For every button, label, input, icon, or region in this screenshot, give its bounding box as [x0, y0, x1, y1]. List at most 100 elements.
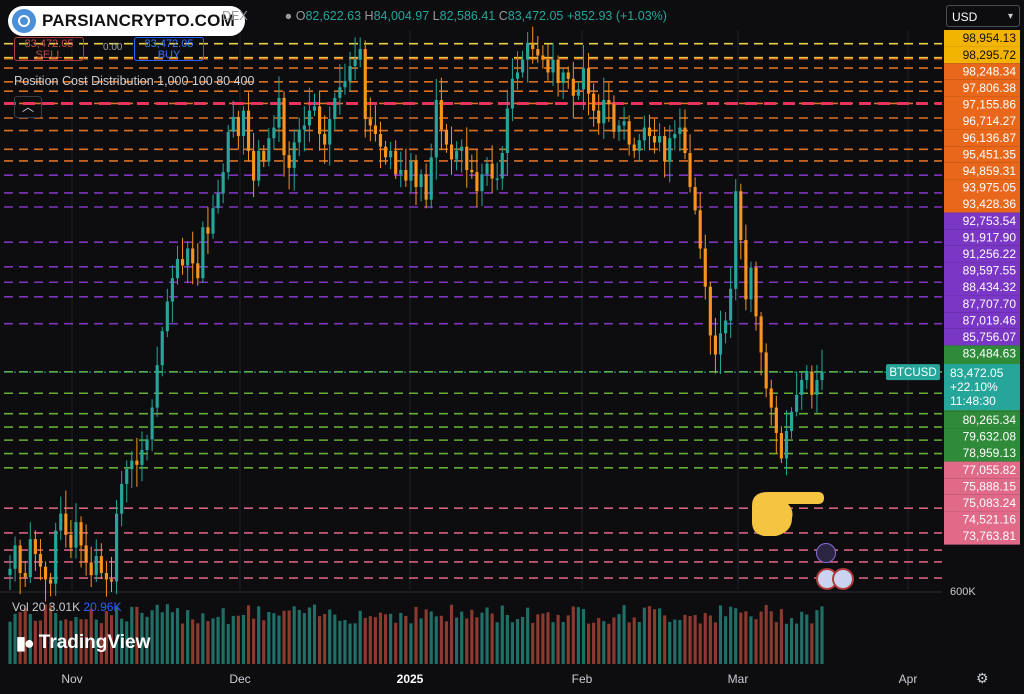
candle-body — [318, 106, 322, 134]
candle-body — [206, 227, 210, 234]
candle-body — [718, 333, 723, 355]
price-level-label: 89,597.55 — [963, 264, 1017, 278]
volume-bar — [460, 611, 464, 664]
volume-value-2: 20.96K — [83, 600, 122, 614]
current-price-tag — [944, 364, 1020, 411]
candle-body — [480, 174, 484, 192]
price-level-label: 91,917.90 — [963, 230, 1017, 244]
open-label: O — [295, 9, 306, 23]
candle-body — [668, 138, 672, 162]
candle-body — [703, 248, 707, 287]
us-flag-event-icon-2[interactable] — [832, 568, 854, 590]
candle-body — [201, 227, 205, 279]
open-value: 82,622.63 — [305, 9, 362, 23]
candle-body — [257, 150, 261, 181]
candle-body — [556, 59, 560, 84]
candle-body — [586, 68, 591, 94]
volume-bar — [23, 608, 27, 664]
settings-gear-icon[interactable]: ⚙ — [976, 670, 989, 686]
volume-bar — [252, 618, 256, 664]
tradingview-logo: ▮● TradingView — [16, 632, 150, 654]
candle-body — [302, 125, 306, 130]
volume-bar — [115, 607, 119, 664]
volume-bar — [145, 616, 149, 664]
candle-body — [632, 144, 636, 151]
sell-button[interactable]: 83,472.05 SELL — [14, 37, 84, 61]
candle-body — [125, 469, 129, 484]
volume-bar — [69, 620, 73, 664]
candle-body — [774, 407, 778, 434]
volume-bar — [586, 623, 591, 664]
current-price-tag-text: +22.10% — [950, 380, 998, 394]
volume-bar — [718, 605, 723, 664]
volume-bar — [769, 611, 773, 664]
price-level-label: 75,888.15 — [963, 479, 1017, 493]
price-level-tag — [944, 262, 1020, 279]
candle-body — [531, 42, 535, 50]
volume-bar — [429, 611, 433, 664]
candle-body — [769, 388, 773, 408]
volume-bar — [175, 608, 180, 664]
volume-bar — [581, 608, 586, 664]
volume-bar — [130, 606, 134, 664]
volume-bar — [439, 615, 443, 664]
volume-bar — [13, 613, 17, 664]
candle-body — [495, 178, 499, 180]
volume-bar — [571, 606, 575, 664]
currency-select[interactable]: USD ▾ — [946, 5, 1020, 27]
volume-bar — [424, 609, 428, 664]
candle-body — [764, 352, 768, 389]
volume-bar — [180, 623, 185, 664]
price-level-label: 85,756.07 — [963, 330, 1017, 344]
candle-body — [820, 372, 824, 380]
volume-bar — [89, 608, 93, 664]
volume-label: Vol 20 — [12, 600, 46, 614]
volume-bar — [713, 622, 717, 664]
price-level-tag — [944, 245, 1020, 263]
volume-bar — [54, 612, 58, 664]
candle-body — [120, 483, 124, 514]
price-level-tag — [944, 478, 1020, 495]
candle-body — [683, 127, 687, 154]
buy-button[interactable]: 83,472.05 BUY — [134, 37, 204, 61]
volume-bar — [125, 621, 129, 664]
candle-body — [652, 136, 657, 143]
price-level-label: 97,806.38 — [963, 81, 1017, 95]
volume-bar — [120, 618, 124, 664]
volume-bar — [663, 615, 667, 664]
volume-bar — [592, 622, 596, 664]
candle-body — [612, 104, 616, 132]
candle-body — [74, 522, 78, 548]
candle-body — [287, 155, 291, 168]
candle-body — [607, 100, 611, 105]
volume-bar — [272, 613, 276, 664]
close-label: C — [498, 9, 508, 23]
candle-body — [155, 365, 159, 408]
x-tick-2025: 2025 — [396, 672, 424, 686]
candle-body — [231, 116, 235, 132]
candle-body — [698, 210, 702, 249]
volume-bar — [394, 622, 398, 664]
volume-bar — [708, 615, 712, 664]
volume-bar — [673, 619, 677, 664]
volume-bar — [434, 616, 438, 664]
candle-body — [678, 127, 682, 134]
candle-body — [89, 562, 93, 576]
volume-bar — [774, 622, 778, 664]
lightning-event-icon[interactable] — [816, 543, 836, 563]
volume-bar — [404, 615, 408, 664]
volume-bar — [348, 623, 352, 664]
volume-bar — [759, 611, 763, 664]
price-level-label: 87,019.46 — [963, 313, 1017, 327]
volume-bar — [779, 609, 783, 664]
collapse-legend-button[interactable]: ︿ — [14, 96, 42, 118]
volume-value-1: 3.01K — [48, 600, 81, 614]
candle-body — [389, 150, 393, 158]
candle-body — [561, 72, 565, 84]
high-label: H — [364, 9, 374, 23]
volume-bar — [64, 619, 68, 664]
volume-bar — [734, 608, 738, 664]
candle-body — [536, 49, 540, 56]
volume-bar — [607, 623, 611, 664]
